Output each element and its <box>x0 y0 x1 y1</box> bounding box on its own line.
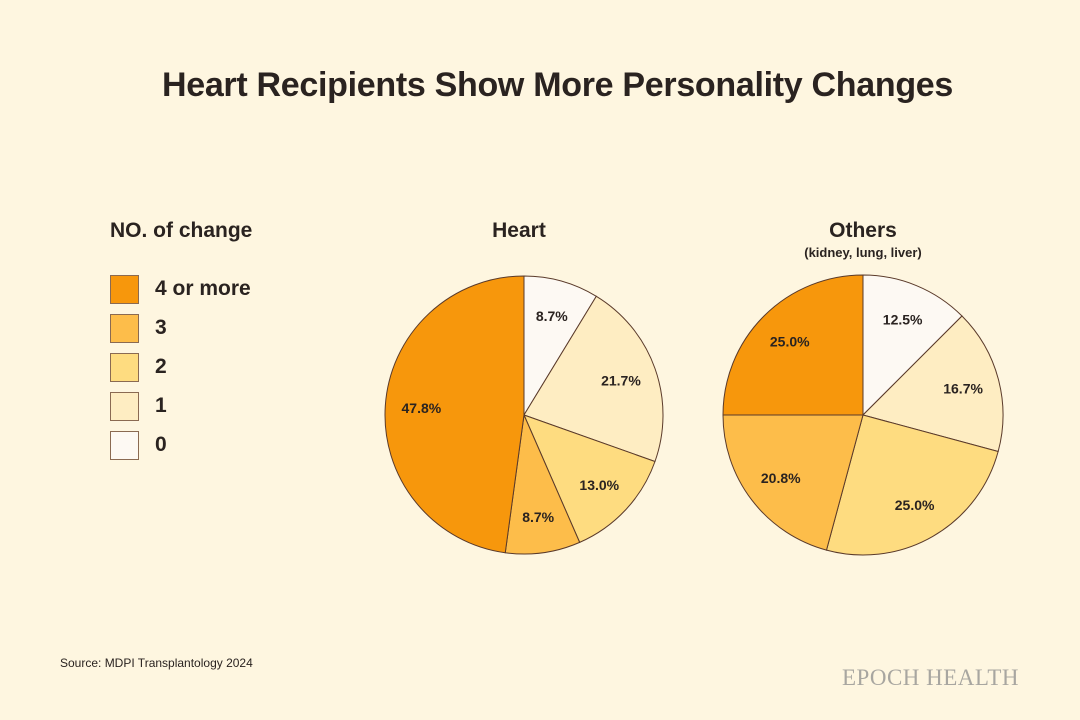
pie-slice-heart-4-or-more <box>384 275 525 554</box>
legend-label: 0 <box>155 433 167 456</box>
legend-item: 2 <box>110 352 167 382</box>
pie-slice-others-2 <box>825 414 999 556</box>
pie-data-label: 16.7% <box>943 380 983 396</box>
pie-data-label: 25.0% <box>895 497 935 513</box>
legend-title: NO. of change <box>110 219 253 242</box>
pie-title-others: Others <box>829 219 897 242</box>
legend-swatch <box>110 430 139 460</box>
pie-subtitle-others: (kidney, lung, liver) <box>804 245 922 260</box>
pie-data-label: 21.7% <box>601 373 641 389</box>
pie-slice-others-0 <box>862 274 963 417</box>
pie-data-label: 8.7% <box>522 509 554 525</box>
legend-label: 1 <box>155 394 167 417</box>
legend-item: 0 <box>110 430 167 460</box>
legend-label: 2 <box>155 355 167 378</box>
legend-label: 4 or more <box>155 277 251 300</box>
pie-data-label: 47.8% <box>402 400 442 416</box>
legend-label: 3 <box>155 316 167 339</box>
legend-item: 3 <box>110 313 167 343</box>
pie-slice-heart-2 <box>523 414 656 544</box>
legend-swatch <box>110 352 139 382</box>
legend-item: 1 <box>110 391 167 421</box>
pie-slice-heart-1 <box>523 295 664 463</box>
legend-swatch <box>110 391 139 421</box>
pie-data-label: 13.0% <box>579 477 619 493</box>
pie-data-label: 20.8% <box>761 470 801 486</box>
source-note: Source: MDPI Transplantology 2024 <box>60 656 253 670</box>
pie-data-label: 8.7% <box>536 308 568 324</box>
legend-swatch <box>110 274 139 304</box>
pie-slice-others-3 <box>722 414 864 551</box>
legend-item: 4 or more <box>110 274 251 304</box>
chart-title: Heart Recipients Show More Personality C… <box>161 66 954 104</box>
pie-data-label: 12.5% <box>883 311 923 327</box>
pie-title-heart: Heart <box>492 219 546 242</box>
legend-swatch <box>110 313 139 343</box>
pie-slice-others-1 <box>862 315 1004 453</box>
pie-slice-others-4-or-more <box>722 274 864 416</box>
brand-logo: EPOCH HEALTH <box>842 665 1020 690</box>
pie-data-label: 25.0% <box>770 334 810 350</box>
